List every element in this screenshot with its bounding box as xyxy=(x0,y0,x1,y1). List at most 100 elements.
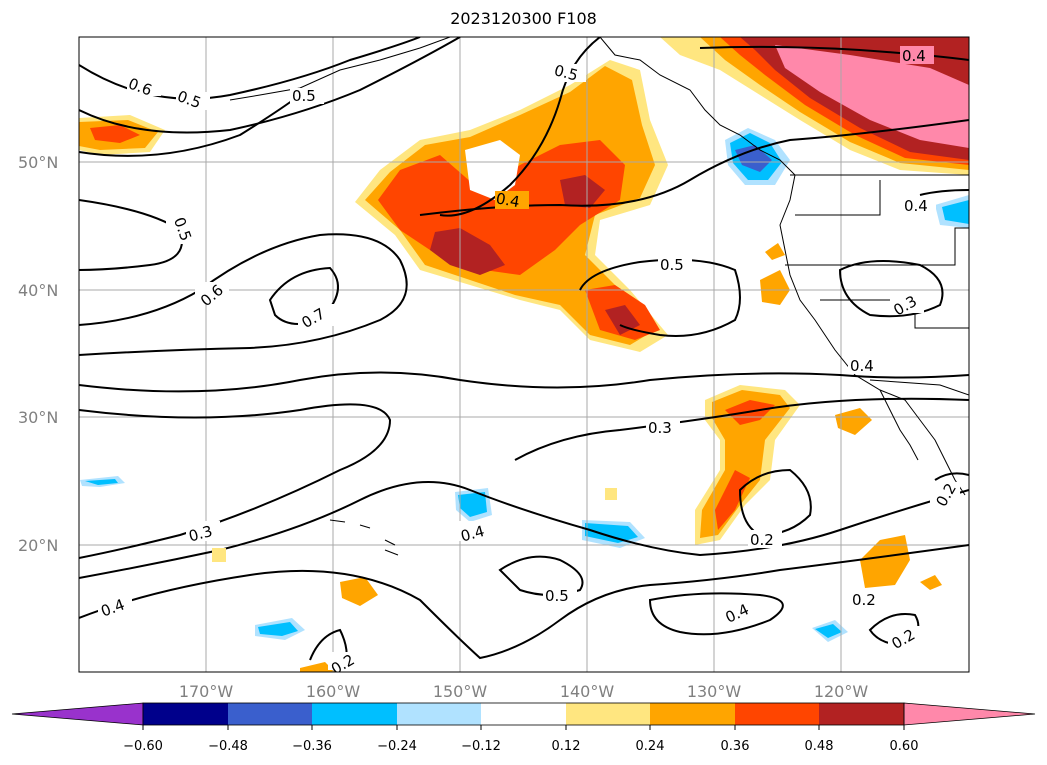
colorbar-segment xyxy=(228,703,312,725)
longitude-labels: 170°W 160°W 150°W 140°W 130°W 120°W xyxy=(179,682,869,701)
lat-label: 30°N xyxy=(18,408,58,427)
colorbar-segment xyxy=(650,703,735,725)
colorbar-segment xyxy=(397,703,481,725)
contour-label: 0.4 xyxy=(459,522,487,546)
lat-label: 20°N xyxy=(18,536,58,555)
colorbar-tick-label: −0.12 xyxy=(461,739,501,754)
shade-region-small-4 xyxy=(760,270,790,305)
shade-region-small-6 xyxy=(920,575,942,590)
colorbar-tick-label: −0.24 xyxy=(377,739,417,754)
colorbar-segment xyxy=(143,703,228,725)
border-states-2 xyxy=(785,227,969,266)
lon-label: 150°W xyxy=(433,682,488,701)
colorbar-segment xyxy=(735,703,819,725)
colorbar-tick-label: 0.36 xyxy=(721,739,750,754)
contour-line xyxy=(699,45,969,61)
lat-label: 40°N xyxy=(18,281,58,300)
contour-lines xyxy=(79,37,969,666)
shade-region-small-5 xyxy=(300,662,335,672)
colorbar-tick-label: 0.24 xyxy=(636,739,665,754)
neg-region-coast-deep xyxy=(735,145,772,172)
latitude-labels: 50°N 40°N 30°N 20°N xyxy=(18,153,58,555)
lon-label: 170°W xyxy=(179,682,234,701)
colorbar-tick-label: 0.60 xyxy=(890,739,919,754)
colorbar-tick-label: −0.60 xyxy=(123,739,163,754)
neg-region-4-mid xyxy=(815,624,842,638)
colorbar: −0.60 −0.48 −0.36 −0.24 −0.12 0.12 0.24 … xyxy=(11,702,1036,754)
contour-label: 0.5 xyxy=(292,87,316,105)
shade-region-small-7 xyxy=(765,243,785,260)
coastline-baja xyxy=(879,389,919,461)
lon-label: 140°W xyxy=(560,682,615,701)
shade-region-small-3 xyxy=(835,408,872,435)
colorbar-segment xyxy=(312,703,397,725)
contour-labels: 0.6 0.5 0.5 0.5 0.4 0.4 0.5 0.6 0.7 0.5 … xyxy=(98,46,960,672)
contour-line xyxy=(579,258,741,337)
colorbar-extend-low xyxy=(11,702,144,726)
contour-line xyxy=(919,189,969,196)
contour-label: 0.4 xyxy=(904,197,928,215)
neg-region-east-mid xyxy=(942,200,969,224)
colorbar-tick-label: 0.12 xyxy=(552,739,581,754)
contour-line xyxy=(79,233,408,356)
lon-label: 130°W xyxy=(687,682,742,701)
contour-line xyxy=(79,94,301,157)
colorbar-ticks xyxy=(142,725,905,730)
colorbar-outline xyxy=(142,702,905,726)
contour-line xyxy=(738,468,812,537)
lon-label: 160°W xyxy=(306,682,361,701)
contour-line xyxy=(79,403,392,559)
map-title: 2023120300 F108 xyxy=(450,9,597,28)
contour-line xyxy=(268,266,339,325)
neg-region-2-mid xyxy=(585,523,638,543)
colorbar-segment xyxy=(481,703,566,725)
shade-region-small-1 xyxy=(340,577,378,606)
colorbar-tick-label: −0.36 xyxy=(292,739,332,754)
contour-label: 0.4 xyxy=(850,357,874,375)
colorbar-segment xyxy=(566,703,650,725)
shade-region-small-2 xyxy=(860,535,910,588)
contour-line xyxy=(934,472,969,481)
contour-line xyxy=(79,544,969,660)
map-frame xyxy=(78,36,970,673)
shaded-regions xyxy=(79,37,969,672)
coastline-hawaii xyxy=(329,519,399,556)
colorbar-segment xyxy=(819,703,904,725)
contour-line xyxy=(79,371,969,393)
contour-line xyxy=(79,199,183,271)
shade-region-central-top-2 xyxy=(560,175,605,208)
coastline-alaska xyxy=(229,37,451,101)
contour-label: 0.2 xyxy=(750,531,774,549)
contour-line xyxy=(79,37,461,134)
contour-line xyxy=(514,397,969,461)
shade-hole xyxy=(465,140,520,200)
contour-label: 0.5 xyxy=(552,61,580,85)
neg-region-3-mid xyxy=(258,622,298,636)
contour-label: 0.5 xyxy=(545,587,569,605)
map-plot-area: 0.6 0.5 0.5 0.5 0.4 0.4 0.5 0.6 0.7 0.5 … xyxy=(79,37,969,672)
border-states-1 xyxy=(795,180,881,216)
contour-label: 0.3 xyxy=(648,419,672,437)
lon-label: 120°W xyxy=(814,682,869,701)
border-mexico xyxy=(869,379,969,396)
colorbar-extend-high xyxy=(903,702,1036,726)
contour-line xyxy=(838,260,944,318)
shade-region-central-top xyxy=(430,228,505,275)
contour-label: 0.2 xyxy=(852,591,876,609)
coastlines xyxy=(229,37,969,556)
shade-region-northwest-high xyxy=(90,125,140,143)
contour-label: 0.3 xyxy=(187,522,215,546)
neg-region-5-mid xyxy=(85,479,118,485)
contour-label: 0.5 xyxy=(660,256,684,274)
lat-label: 50°N xyxy=(18,153,58,172)
shade-region-central-top-3 xyxy=(605,305,640,335)
contour-line xyxy=(648,592,784,636)
shade-region-south-high-2 xyxy=(715,470,750,530)
neg-region-1-mid xyxy=(458,492,487,517)
contour-line xyxy=(79,481,969,579)
colorbar-tick-label: −0.48 xyxy=(208,739,248,754)
coastline-north-america xyxy=(599,37,966,496)
contour-label: 0.4 xyxy=(495,189,522,211)
colorbar-tick-label: 0.48 xyxy=(805,739,834,754)
